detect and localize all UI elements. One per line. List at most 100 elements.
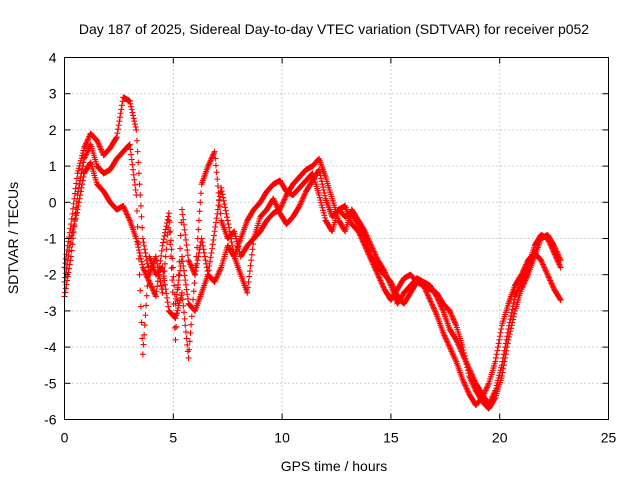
data-point	[214, 176, 221, 183]
data-point	[321, 189, 328, 196]
data-point	[372, 265, 379, 272]
data-point	[540, 261, 547, 268]
data-point	[158, 247, 165, 254]
data-point	[184, 295, 191, 302]
data-point	[357, 232, 364, 239]
data-point	[547, 278, 554, 285]
data-point	[366, 252, 373, 259]
data-point	[67, 239, 74, 246]
data-point	[218, 184, 225, 191]
data-point	[459, 351, 466, 358]
data-point	[485, 402, 492, 409]
data-point	[137, 252, 144, 259]
data-point	[466, 367, 473, 374]
data-point	[461, 381, 468, 388]
data-point	[210, 151, 217, 158]
data-point	[513, 290, 520, 297]
data-point	[162, 260, 169, 267]
data-point	[483, 386, 490, 393]
data-point	[79, 181, 86, 188]
data-point	[138, 319, 145, 326]
data-point	[424, 291, 431, 298]
data-point	[449, 351, 456, 358]
data-point	[170, 273, 177, 280]
data-point	[442, 333, 449, 340]
data-point	[115, 122, 122, 129]
data-point	[94, 137, 101, 144]
data-point	[113, 134, 120, 141]
data-point	[363, 245, 370, 252]
data-point	[132, 124, 139, 131]
data-point	[212, 155, 219, 162]
data-point	[244, 284, 251, 291]
data-point	[194, 235, 201, 242]
data-point	[172, 336, 179, 343]
data-point	[480, 391, 487, 398]
data-point	[553, 255, 560, 262]
data-point	[152, 291, 159, 298]
data-point	[502, 344, 509, 351]
x-axis-label: GPS time / hours	[281, 458, 388, 474]
data-point	[95, 140, 102, 147]
data-point	[96, 142, 103, 149]
data-point	[217, 265, 224, 272]
data-point	[493, 351, 500, 358]
data-point	[138, 258, 145, 265]
data-point	[177, 245, 184, 252]
data-point	[137, 287, 144, 294]
data-point	[470, 374, 477, 381]
data-point	[74, 206, 81, 213]
data-point	[318, 175, 325, 182]
marks-layer	[61, 94, 564, 412]
data-point	[190, 288, 197, 295]
data-point	[383, 272, 390, 279]
data-point	[468, 370, 475, 377]
data-point	[545, 236, 552, 243]
data-point	[126, 97, 133, 104]
data-point	[134, 223, 141, 230]
data-point	[483, 384, 490, 391]
data-point	[245, 278, 252, 285]
data-point	[212, 223, 219, 230]
data-point	[177, 232, 184, 239]
data-point	[433, 293, 440, 300]
data-point	[368, 257, 375, 264]
data-point	[163, 219, 170, 226]
data-point	[143, 273, 150, 280]
data-point	[139, 335, 146, 342]
data-point	[137, 255, 144, 262]
data-point	[545, 238, 552, 245]
data-point	[128, 103, 135, 110]
data-point	[188, 313, 195, 320]
data-point	[460, 378, 467, 385]
data-point	[373, 268, 380, 275]
y-tick-label: 4	[49, 50, 57, 66]
data-point	[180, 309, 187, 316]
data-point	[438, 305, 445, 312]
data-point	[169, 264, 176, 271]
data-point	[482, 387, 489, 394]
x-tick-label: 5	[169, 430, 177, 446]
y-tick-label: 1	[49, 158, 57, 174]
data-point	[62, 289, 69, 296]
data-point	[484, 383, 491, 390]
data-point	[128, 156, 135, 163]
data-point	[521, 265, 528, 272]
data-point	[139, 235, 146, 242]
data-point	[157, 278, 164, 285]
data-point	[373, 254, 380, 261]
grid-layer	[64, 57, 609, 420]
data-point	[383, 273, 390, 280]
data-point	[197, 190, 204, 197]
data-point	[214, 206, 221, 213]
data-point	[445, 342, 452, 349]
data-point	[376, 274, 383, 281]
data-point	[208, 249, 215, 256]
data-point	[454, 339, 461, 346]
data-point	[205, 163, 212, 170]
data-point	[500, 351, 507, 358]
data-point	[179, 211, 186, 218]
data-point	[437, 302, 444, 309]
data-point	[212, 219, 219, 226]
data-point	[363, 247, 370, 254]
